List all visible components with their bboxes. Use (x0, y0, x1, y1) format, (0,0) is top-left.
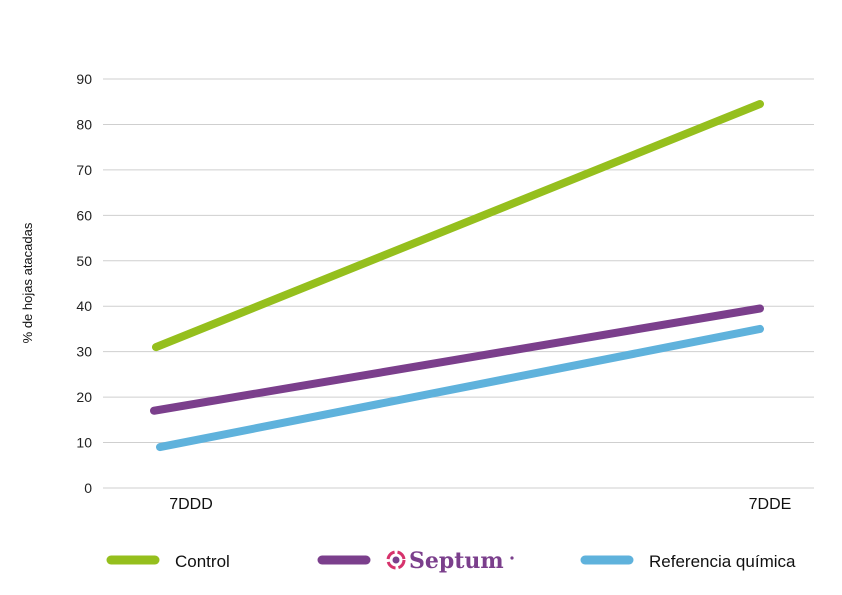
x-tick-label: 7DDD (169, 496, 213, 513)
series-line-3 (156, 324, 764, 452)
septum-logo: Septum (386, 548, 514, 574)
series-line-1 (152, 99, 764, 352)
y-tick-label: 70 (76, 162, 92, 178)
y-tick-label: 50 (76, 253, 92, 269)
logo-mark (510, 556, 514, 560)
legend-label: Referencia química (649, 552, 796, 571)
y-tick-label: 10 (76, 435, 92, 451)
legend-label: Control (175, 552, 230, 571)
series-line-2 (150, 304, 764, 415)
y-tick-label: 20 (76, 389, 92, 405)
logo-dot (392, 556, 400, 564)
legend-label: Septum (409, 548, 504, 574)
grid (103, 78, 814, 489)
y-tick-label: 40 (76, 298, 92, 314)
y-axis-label: % de hojas atacadas (20, 222, 35, 343)
x-tick-label: 7DDE (749, 496, 792, 513)
y-tick-label: 60 (76, 207, 92, 223)
y-tick-label: 30 (76, 344, 92, 360)
x-axis-ticks: 7DDD 7DDE (169, 496, 791, 513)
logo-ring (386, 550, 406, 570)
legend: Control Septum Referencia química (106, 548, 796, 574)
y-tick-label: 90 (76, 71, 92, 87)
y-axis-ticks: 0 10 20 30 40 50 60 70 80 90 (76, 71, 92, 496)
y-tick-label: 0 (84, 480, 92, 496)
y-tick-label: 80 (76, 116, 92, 132)
series-lines (150, 99, 764, 452)
